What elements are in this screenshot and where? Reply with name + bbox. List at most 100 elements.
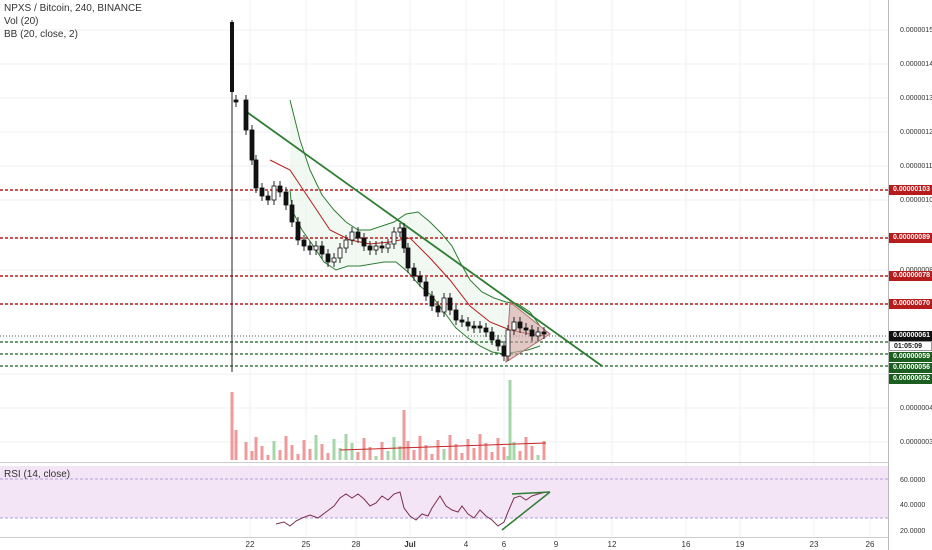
time-axis-label: 22 xyxy=(245,540,255,549)
price-axis-label: 0.00000030 xyxy=(900,439,932,446)
candle xyxy=(367,245,373,251)
candle xyxy=(411,267,417,277)
time-axis-label: 16 xyxy=(681,540,691,549)
volume-bar xyxy=(496,438,500,460)
candle xyxy=(233,99,239,103)
volume-bar xyxy=(254,437,258,460)
descending-trendline[interactable] xyxy=(243,109,603,367)
price-axis-separator xyxy=(888,0,889,550)
volume-bar xyxy=(398,446,402,460)
listing-candle xyxy=(230,22,234,92)
candle xyxy=(423,281,429,297)
candle xyxy=(529,329,535,337)
time-axis-label: 26 xyxy=(865,540,875,549)
candle xyxy=(301,239,307,247)
volume-bar xyxy=(430,454,434,460)
volume-bar xyxy=(332,439,336,460)
candle xyxy=(313,245,319,251)
candle xyxy=(535,331,541,337)
candle xyxy=(465,321,471,327)
candle xyxy=(331,257,337,263)
candle xyxy=(361,237,367,247)
resistance-tag[interactable]: 0.00000089 xyxy=(889,233,932,243)
support-tag[interactable]: 0.00000059 xyxy=(889,352,932,362)
volume-bar xyxy=(472,448,476,460)
support-tag[interactable]: 0.00000052 xyxy=(889,374,932,384)
resistance-tag[interactable]: 0.00000078 xyxy=(889,271,932,281)
bb-legend[interactable]: BB (20, close, 2) xyxy=(4,29,78,40)
candle xyxy=(417,275,423,283)
resistance-lines[interactable] xyxy=(0,189,888,305)
symbol-legend[interactable]: NPXS / Bitcoin, 240, BINANCE xyxy=(4,3,142,14)
candle xyxy=(489,331,495,341)
volume-bar xyxy=(490,452,494,460)
volume-bar xyxy=(466,439,470,460)
volume-bar xyxy=(290,445,294,460)
candle xyxy=(319,245,325,255)
candle xyxy=(477,325,483,329)
time-axis-label: 25 xyxy=(301,540,311,549)
time-axis-label: 9 xyxy=(553,540,559,549)
rsi-axis-label: 60.0000 xyxy=(900,477,926,484)
volume-bar xyxy=(278,450,282,460)
time-axis-label: 4 xyxy=(463,540,469,549)
volume-bar xyxy=(356,452,360,460)
volume-bar xyxy=(424,445,428,460)
candle xyxy=(391,231,397,245)
time-axis-label: 19 xyxy=(735,540,745,549)
volume-bar xyxy=(350,443,354,460)
volume-bar xyxy=(296,454,300,460)
support-tag[interactable]: 0.00000056 xyxy=(889,363,932,373)
candle xyxy=(505,329,511,357)
volume-bar xyxy=(250,451,254,460)
candle xyxy=(325,253,331,263)
candle xyxy=(429,295,435,307)
candle xyxy=(265,195,271,201)
rsi-axis-label: 20.0000 xyxy=(900,528,926,535)
volume-bar xyxy=(272,441,276,460)
candle xyxy=(495,339,501,347)
resistance-tag[interactable]: 0.00000070 xyxy=(889,299,932,309)
time-axis-label: 28 xyxy=(351,540,361,549)
candles xyxy=(233,95,547,361)
candle xyxy=(385,243,391,249)
rsi-axis-label: 40.0000 xyxy=(900,502,926,509)
candle xyxy=(459,319,465,323)
candle xyxy=(453,309,459,321)
support-lines[interactable] xyxy=(0,341,888,367)
price-volume-pane-border xyxy=(0,462,888,463)
candle xyxy=(379,245,385,249)
candle xyxy=(243,99,249,131)
volume-bar xyxy=(320,444,324,460)
candle xyxy=(289,204,295,223)
countdown-tag: 01:05:09 xyxy=(889,341,932,351)
volume-bar xyxy=(326,453,330,460)
volume-ma xyxy=(339,442,547,451)
candle xyxy=(343,239,349,249)
candle xyxy=(349,231,355,241)
volume-bar xyxy=(380,442,384,460)
candle xyxy=(483,327,489,333)
volume-bar xyxy=(478,434,482,460)
volume-bar xyxy=(314,435,318,460)
resistance-tag[interactable]: 0.00000103 xyxy=(889,185,932,195)
candle xyxy=(435,305,441,313)
candle xyxy=(249,129,255,161)
volume-bar xyxy=(448,435,452,460)
rsi-legend[interactable]: RSI (14, close) xyxy=(4,469,71,480)
candle xyxy=(471,325,477,329)
volume-legend[interactable]: Vol (20) xyxy=(4,16,39,27)
rsi-trendline-upper[interactable] xyxy=(511,491,551,495)
rsi-trendline-lower[interactable] xyxy=(501,491,551,531)
volume-bar xyxy=(442,449,446,460)
time-axis-label: 23 xyxy=(809,540,819,549)
rsi-line xyxy=(275,491,547,527)
volume-bar xyxy=(368,447,372,460)
candle xyxy=(501,345,507,357)
volume-bar xyxy=(508,380,512,460)
